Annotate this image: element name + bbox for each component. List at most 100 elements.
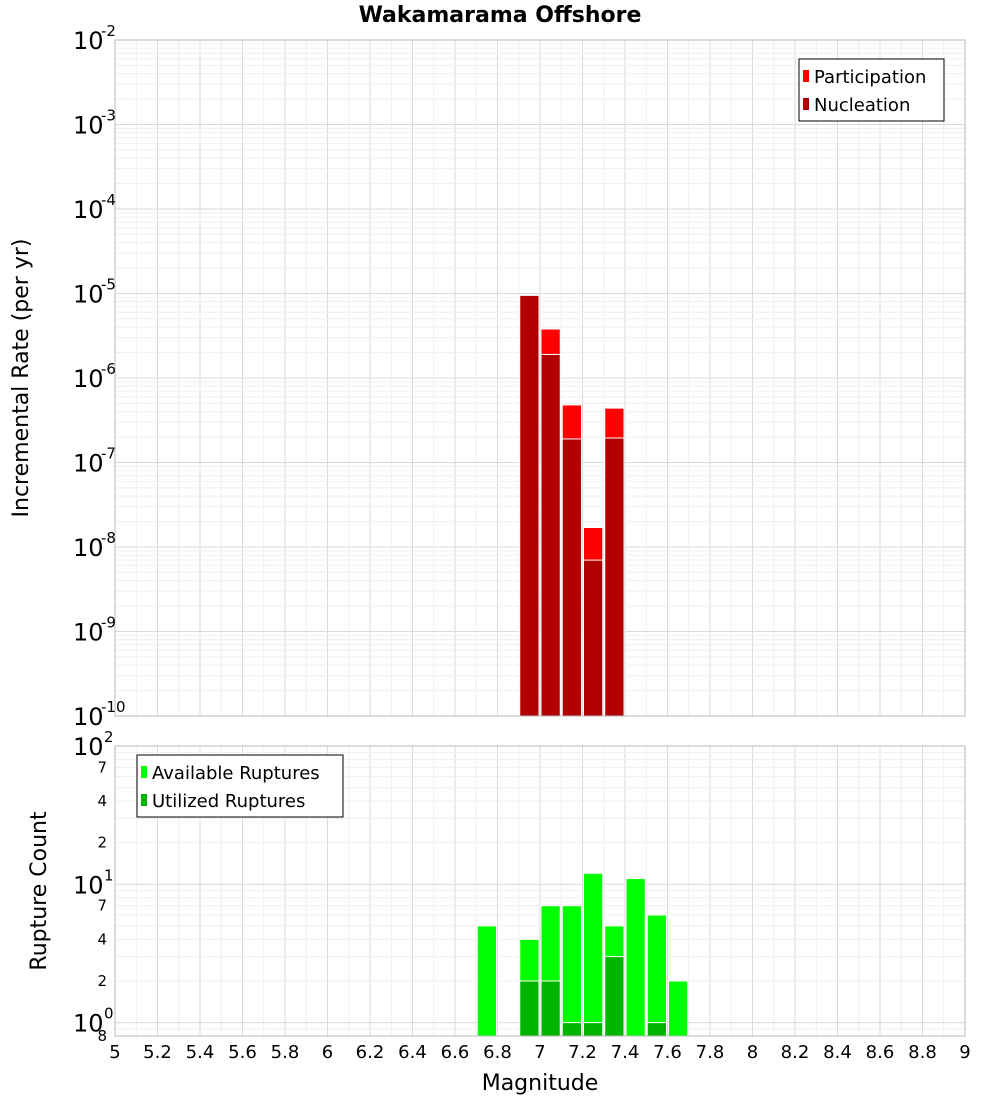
legend-label: Available Ruptures — [152, 763, 320, 784]
bar-overlay-utilized-ruptures — [646, 1022, 667, 1037]
y-minor-tick-label: 2 — [97, 972, 107, 990]
y-tick-base: 10 — [73, 27, 104, 55]
y-tick-base: 10 — [73, 112, 104, 140]
y-minor-tick-label: 4 — [97, 930, 107, 948]
count-y-axis-label: Rupture Count — [27, 811, 52, 971]
x-tick-label: 5.2 — [143, 1042, 172, 1063]
y-minor-tick-label: 7 — [97, 897, 107, 915]
x-tick-label: 8.8 — [908, 1042, 937, 1063]
x-tick-label: 5.8 — [271, 1042, 300, 1063]
x-tick-label: 6.6 — [441, 1042, 470, 1063]
bar-overlay-nucleation — [583, 559, 604, 717]
x-tick-label: 8.2 — [781, 1042, 810, 1063]
y-tick-exponent: 0 — [104, 1005, 114, 1023]
count-bars — [476, 872, 689, 1037]
legend-swatch — [141, 794, 147, 806]
y-tick-label: 10-10 — [73, 698, 126, 731]
y-tick-exponent: -7 — [101, 445, 116, 463]
count-legend: Available Ruptures Utilized Ruptures — [136, 754, 344, 818]
y-tick-base: 10 — [73, 619, 104, 647]
bar-overlay-utilized-ruptures — [604, 956, 625, 1037]
bar-available-ruptures — [583, 872, 604, 1037]
y-minor-tick-label: 4 — [97, 792, 107, 810]
count-plot-border — [114, 745, 966, 1037]
legend-item: Available Ruptures — [141, 763, 320, 784]
x-tick-label: 7.8 — [696, 1042, 725, 1063]
legend-item: Participation — [803, 67, 926, 88]
rate-legend: Participation Nucleation — [798, 58, 945, 122]
y-tick-exponent: -3 — [101, 107, 116, 125]
y-tick-label: 10 1 — [73, 866, 114, 899]
x-tick-label: 7 — [534, 1042, 545, 1063]
bar-overlay-nucleation — [604, 437, 625, 717]
bar-overlay-nucleation — [540, 353, 561, 717]
y-tick-exponent: -9 — [101, 614, 116, 632]
y-tick-label: 10 0 — [73, 1005, 114, 1038]
x-tick-label: 5 — [109, 1042, 120, 1063]
legend-swatch — [803, 98, 809, 110]
rate-y-axis-label: Incremental Rate (per yr) — [9, 239, 34, 518]
x-tick-label: 6.2 — [356, 1042, 385, 1063]
rate-gridlines — [114, 39, 966, 717]
bar-overlay-nucleation — [519, 294, 540, 717]
bar-available-ruptures — [625, 878, 646, 1037]
y-tick-label: 10 2 — [73, 728, 114, 761]
legend-swatch — [803, 70, 809, 82]
y-minor-tick-label: 2 — [97, 834, 107, 852]
x-axis-label: Magnitude — [482, 1071, 599, 1096]
x-tick-label: 6.4 — [398, 1042, 427, 1063]
bar-overlay-utilized-ruptures — [561, 1022, 582, 1037]
x-tick-label: 8 — [747, 1042, 758, 1063]
y-tick-exponent: -2 — [101, 22, 116, 40]
legend-swatch — [141, 766, 147, 778]
y-tick-base: 10 — [73, 1010, 104, 1038]
x-tick-label: 7.2 — [568, 1042, 597, 1063]
x-tick-label: 9 — [959, 1042, 970, 1063]
bar-available-ruptures — [646, 914, 667, 1037]
x-tick-label: 6.8 — [483, 1042, 512, 1063]
y-minor-tick-label: 8 — [97, 1027, 107, 1045]
y-tick-exponent: -8 — [101, 529, 116, 547]
y-tick-label: 10-5 — [73, 276, 116, 309]
y-tick-label: 10-3 — [73, 107, 116, 140]
y-tick-exponent: -5 — [101, 276, 116, 294]
legend-label: Participation — [814, 67, 926, 88]
bar-overlay-utilized-ruptures — [519, 980, 540, 1037]
y-minor-tick-label: 7 — [97, 758, 107, 776]
x-tick-label: 5.4 — [186, 1042, 215, 1063]
legend-item: Nucleation — [803, 95, 910, 116]
chart-title: Wakamarama Offshore — [359, 3, 642, 28]
x-tick-label: 8.4 — [823, 1042, 852, 1063]
y-tick-label: 10-4 — [73, 191, 116, 224]
y-tick-base: 10 — [73, 703, 104, 731]
legend-label: Utilized Ruptures — [152, 791, 305, 812]
legend-label: Nucleation — [814, 95, 910, 116]
legend-box — [136, 754, 344, 818]
y-tick-exponent: -6 — [101, 360, 116, 378]
y-tick-label: 10-8 — [73, 529, 116, 562]
bar-overlay-nucleation — [561, 438, 582, 717]
y-tick-label: 10-9 — [73, 614, 116, 647]
x-tick-label: 6 — [322, 1042, 333, 1063]
bar-available-ruptures — [476, 925, 497, 1037]
x-tick-label: 5.6 — [228, 1042, 257, 1063]
legend-box — [798, 58, 945, 122]
y-tick-base: 10 — [73, 196, 104, 224]
y-tick-label: 10-7 — [73, 445, 116, 478]
bar-overlay-utilized-ruptures — [540, 980, 561, 1037]
y-tick-label: 10-2 — [73, 22, 116, 55]
y-tick-base: 10 — [73, 450, 104, 478]
bar-available-ruptures — [561, 905, 582, 1037]
y-tick-base: 10 — [73, 733, 104, 761]
y-tick-exponent: -10 — [101, 698, 126, 716]
x-tick-label: 7.4 — [611, 1042, 640, 1063]
y-tick-exponent: 1 — [104, 866, 114, 884]
y-tick-exponent: -4 — [101, 191, 116, 209]
y-tick-base: 10 — [73, 365, 104, 393]
bar-available-ruptures — [668, 980, 689, 1037]
